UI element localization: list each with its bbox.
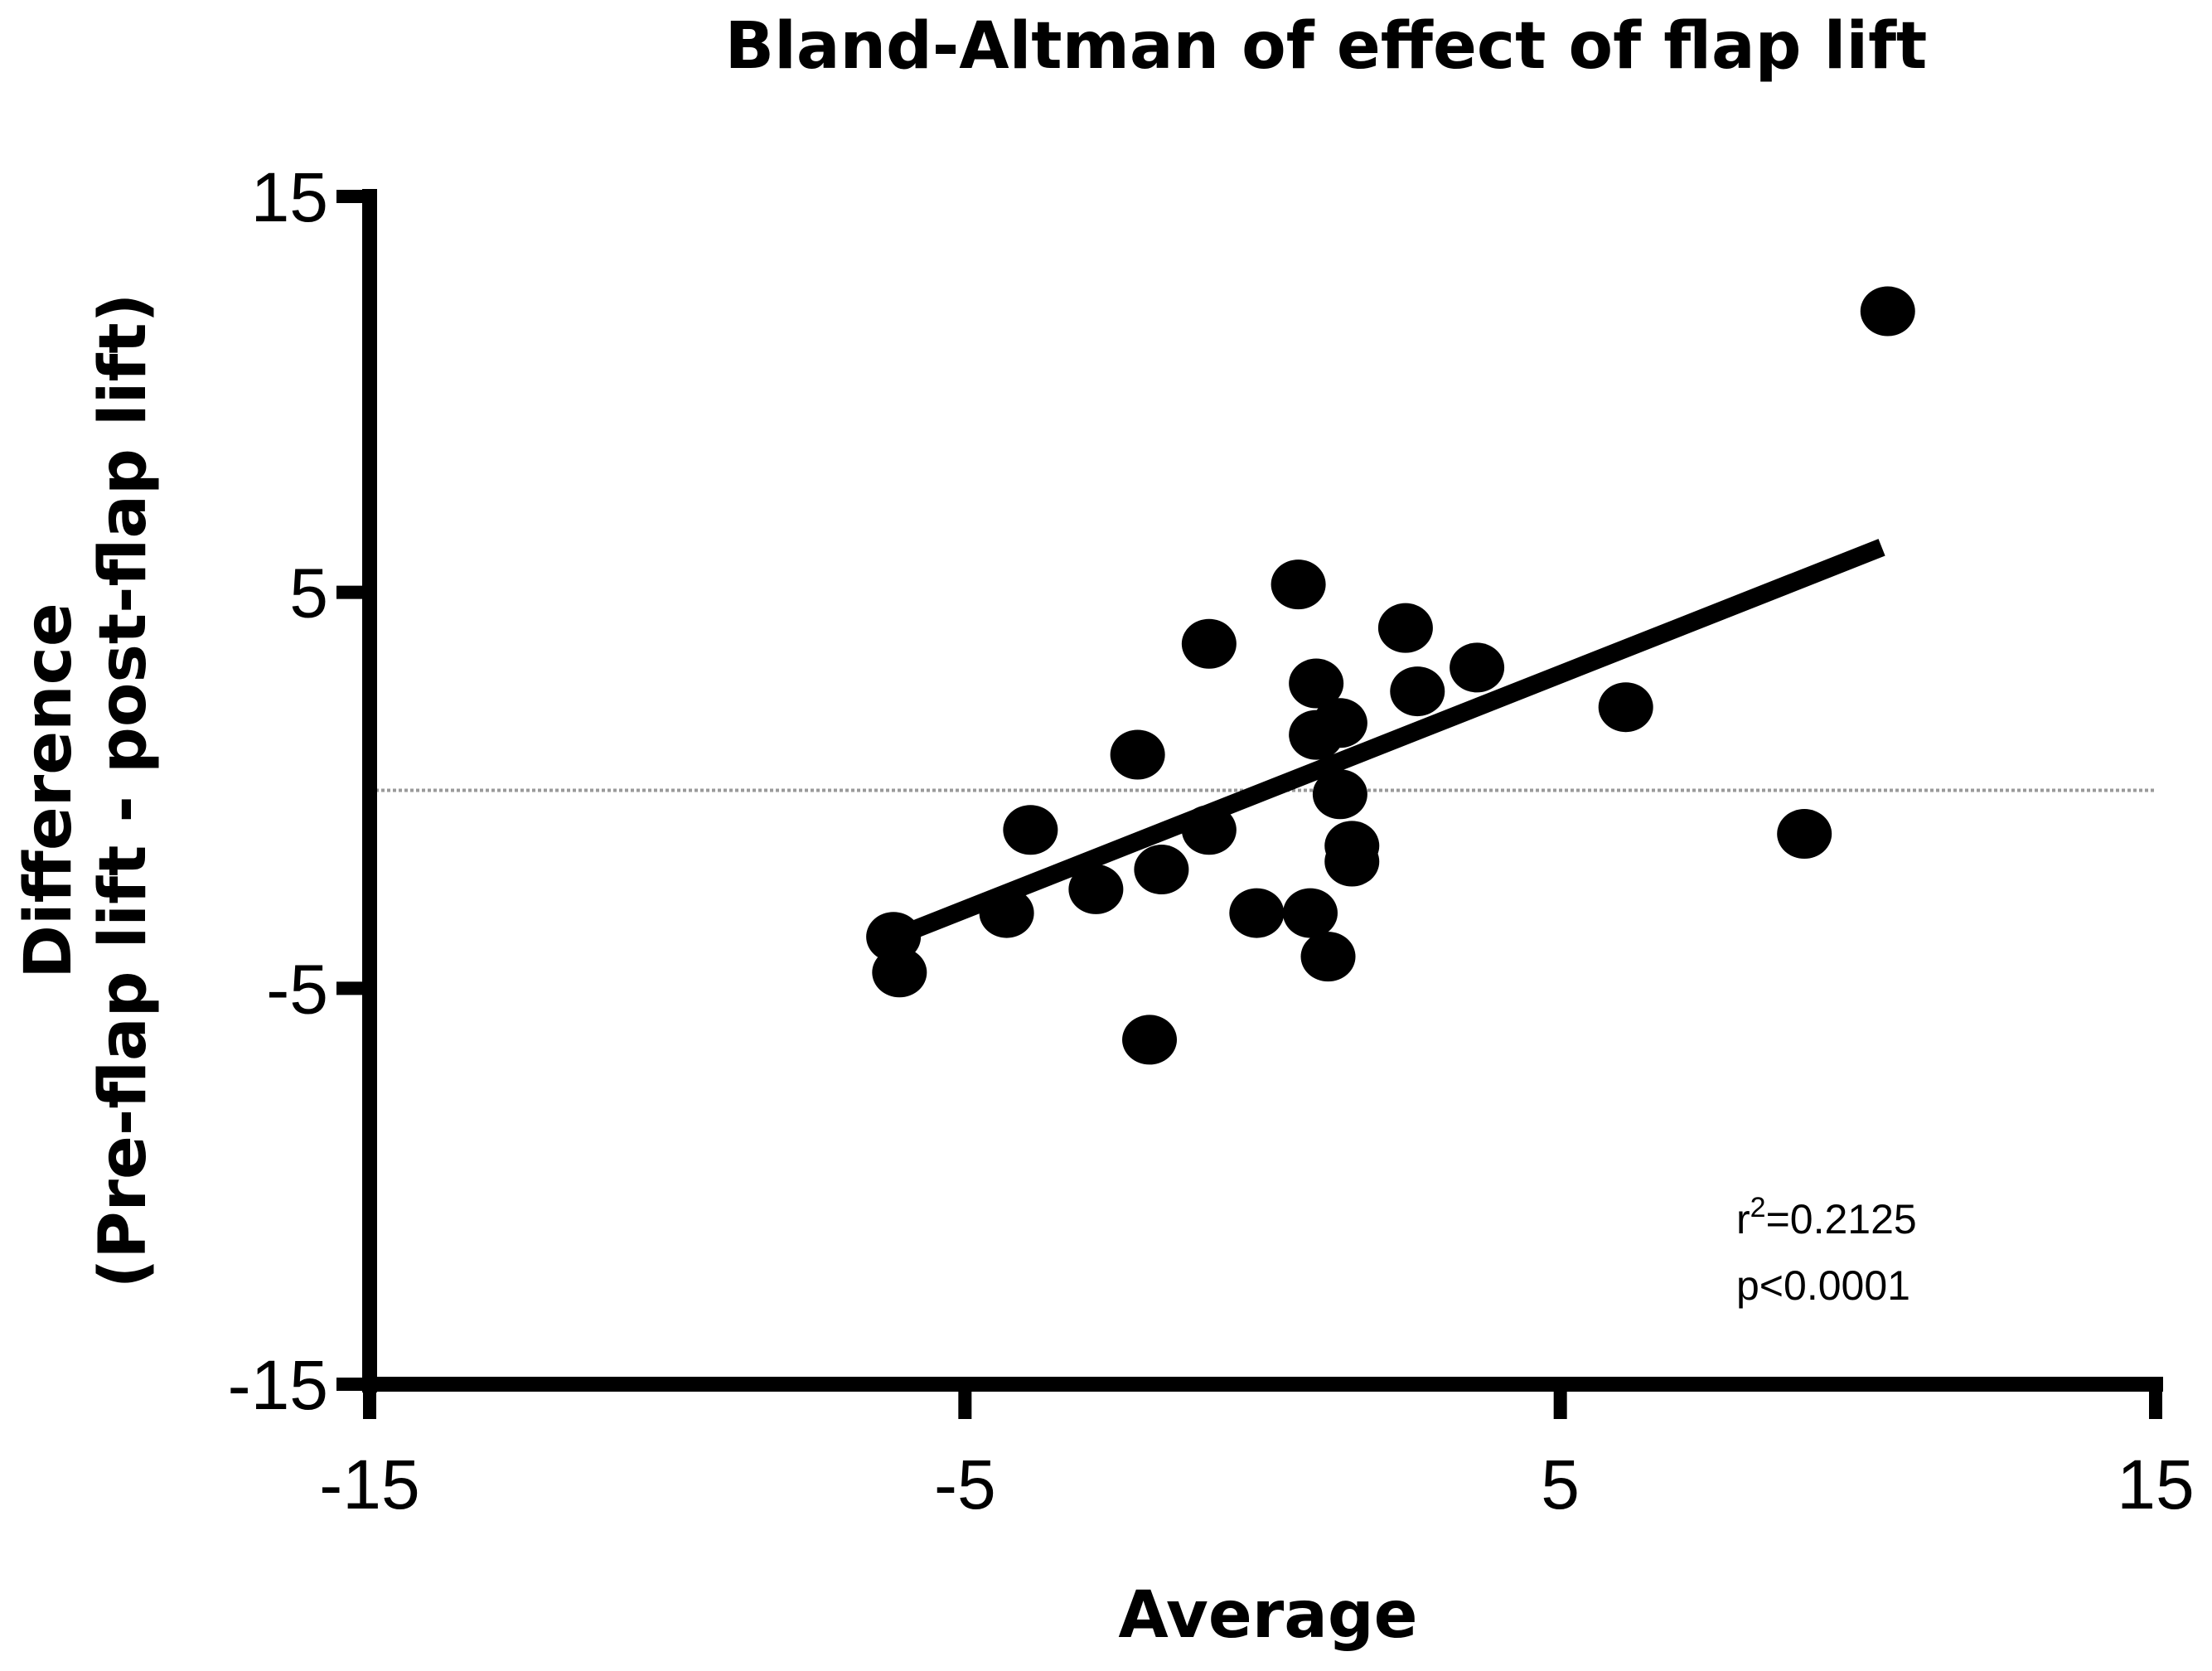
x-tick-label: -15 [319, 1446, 419, 1523]
data-point [1271, 559, 1326, 610]
r2-prefix: r [1736, 1196, 1750, 1242]
r-squared-annotation: r2=0.2125 [1736, 1192, 1917, 1242]
data-point [1003, 805, 1058, 855]
r2-superscript: 2 [1750, 1192, 1766, 1223]
data-point [1289, 658, 1344, 709]
r2-value: =0.2125 [1766, 1196, 1917, 1242]
data-point [1598, 682, 1653, 733]
data-point [1134, 845, 1189, 895]
data-point [1390, 666, 1445, 717]
y-axis-label-line2: (Pre-flap lift - post-flap lift) [86, 293, 161, 1289]
data-point [1068, 864, 1124, 914]
data-point [1229, 888, 1285, 938]
p-value-annotation: p<0.0001 [1736, 1262, 1910, 1309]
data-point [1324, 836, 1380, 887]
y-tick-label: 5 [289, 555, 328, 632]
data-point [1312, 769, 1367, 820]
data-point [1377, 603, 1433, 653]
regression-line [890, 539, 1885, 947]
y-tick-label: 15 [251, 158, 328, 236]
x-tick-label: 5 [1541, 1446, 1580, 1523]
y-tick-label: -5 [266, 950, 328, 1028]
chart-title: Bland-Altman of effect of flap lift [725, 9, 1928, 84]
data-point [1122, 1015, 1178, 1065]
x-axis-label: Average [1118, 1578, 1417, 1653]
data-point [1300, 932, 1356, 982]
data-point [1282, 888, 1338, 938]
y-axis-label-line1: Difference [12, 603, 86, 979]
y-tick-label: -15 [228, 1346, 328, 1424]
x-tick-label: -5 [934, 1446, 996, 1523]
data-point [1450, 642, 1505, 693]
data-point [872, 947, 927, 998]
data-point [1181, 618, 1237, 669]
data-point [1110, 729, 1165, 780]
data-point [1777, 809, 1832, 860]
x-tick-label: 15 [2117, 1446, 2194, 1523]
data-point [1860, 286, 1915, 337]
data-point [1289, 710, 1344, 760]
